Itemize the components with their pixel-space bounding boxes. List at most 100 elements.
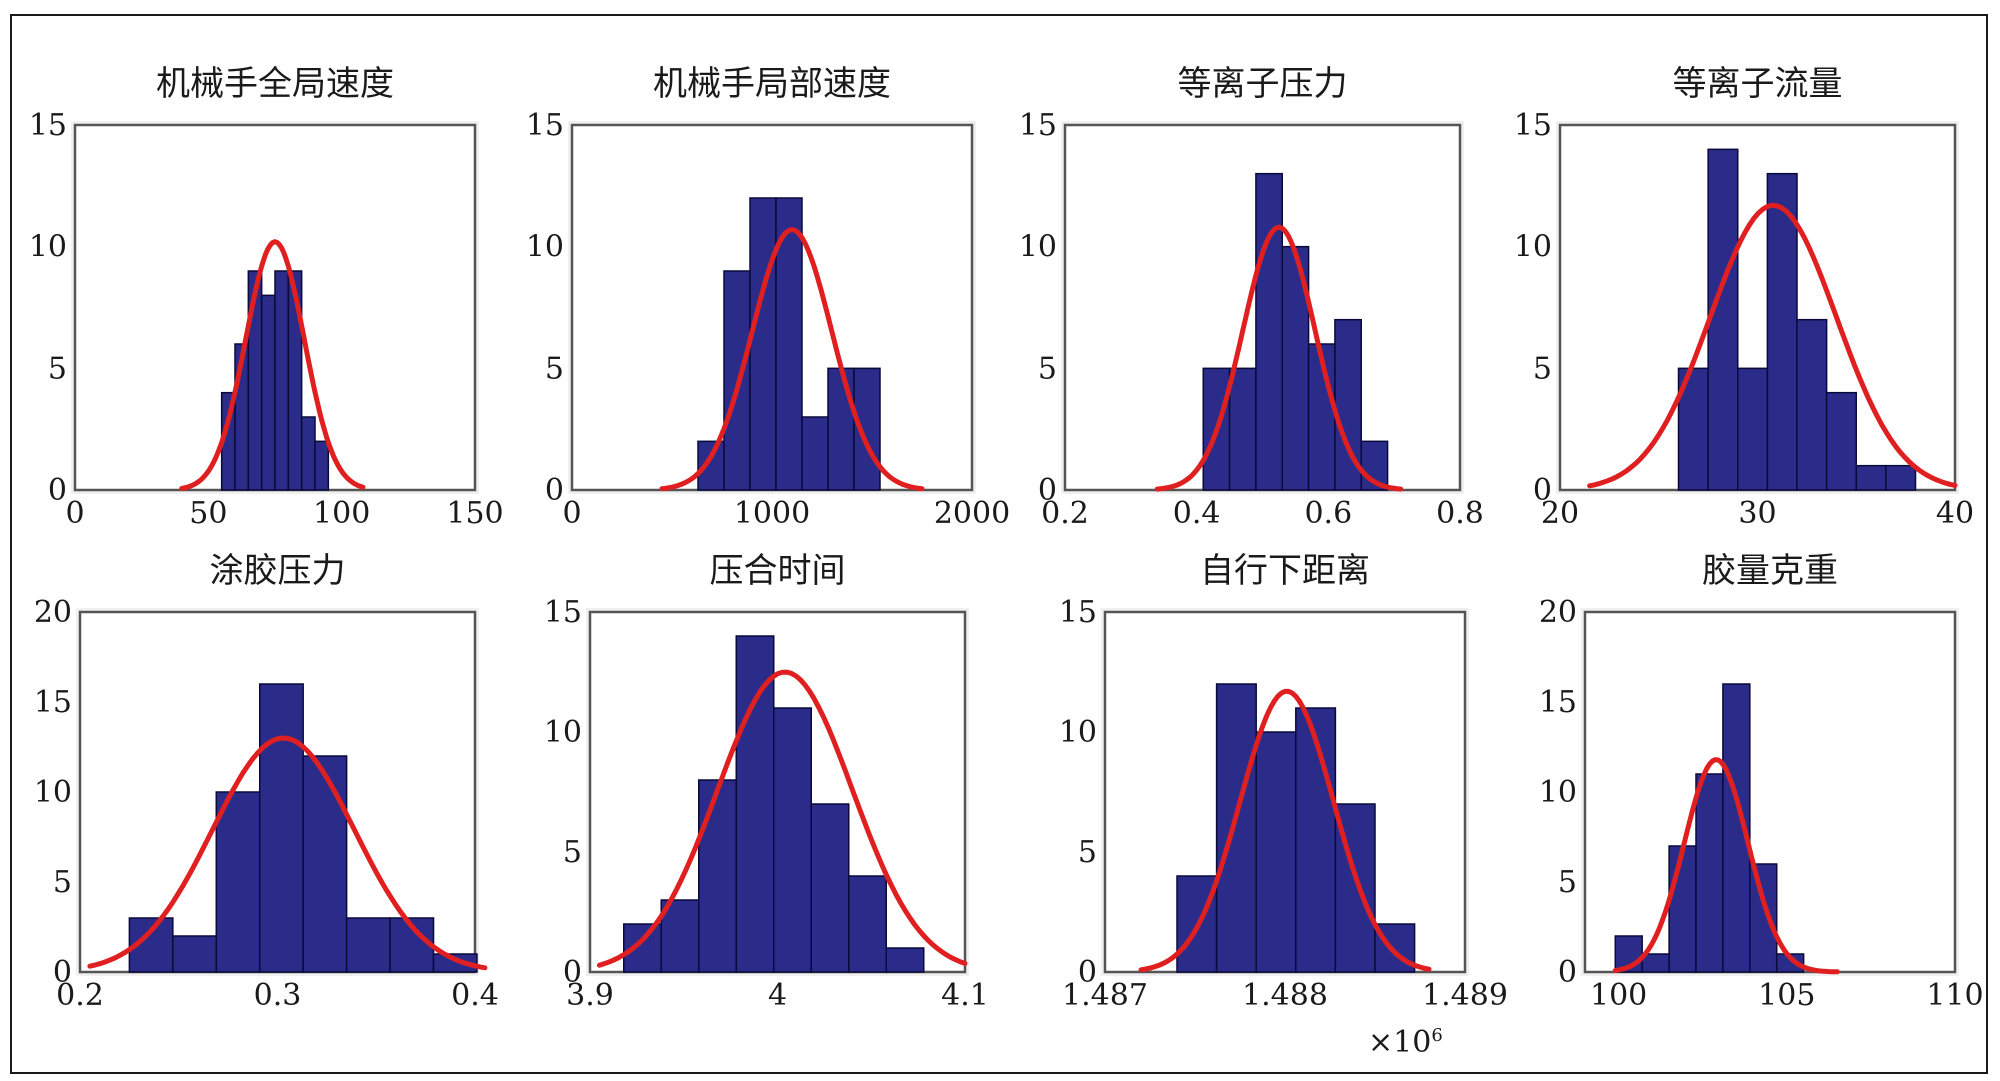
histogram-bar (775, 197, 803, 491)
x-tick-label: 0.3 (254, 978, 302, 1013)
histogram-bar (432, 953, 478, 973)
y-tick-label: 15 (1539, 685, 1577, 720)
y-tick-label: 15 (29, 108, 67, 143)
x-multiplier-label: ×106 (1368, 1025, 1443, 1060)
panel-title: 涂胶压力 (210, 551, 346, 591)
y-tick-label: 15 (1019, 108, 1057, 143)
y-tick-label: 5 (563, 835, 582, 870)
y-tick-label: 10 (544, 715, 582, 750)
panel-title: 等离子流量 (1673, 64, 1843, 104)
panel-title: 机械手局部速度 (653, 64, 891, 104)
y-tick-label: 10 (526, 230, 564, 265)
y-tick-label: 10 (29, 230, 67, 265)
x-tick-label: 0 (65, 496, 84, 531)
normal-fit-curve (659, 227, 925, 492)
histogram-bar (1641, 953, 1670, 973)
y-tick-label: 0 (1078, 955, 1097, 990)
x-tick-label: 20 (1541, 496, 1579, 531)
normal-fit-curve (1138, 688, 1432, 973)
x-tick-label: 0.8 (1436, 496, 1484, 531)
x-tick-label: 1.488 (1242, 978, 1328, 1013)
histogram-bar (1695, 773, 1724, 973)
histogram-bar (773, 707, 812, 973)
normal-fit-curve (1612, 757, 1840, 975)
normal-fit-curve (179, 239, 366, 491)
figure-frame (10, 14, 1988, 1074)
y-tick-label: 10 (1059, 715, 1097, 750)
histogram-bar (258, 683, 304, 973)
histogram-bar (1737, 367, 1769, 491)
x-tick-label: 105 (1758, 978, 1815, 1013)
y-tick-label: 0 (563, 955, 582, 990)
x-tick-label: 100 (313, 496, 370, 531)
y-tick-label: 5 (48, 351, 67, 386)
panel-title: 机械手全局速度 (156, 64, 394, 104)
x-tick-label: 0.2 (56, 978, 104, 1013)
y-tick-label: 5 (1533, 351, 1552, 386)
histogram-bar (314, 440, 330, 491)
histogram-bar (697, 440, 725, 491)
panel-title: 等离子压力 (1178, 64, 1348, 104)
x-tick-label: 3.9 (566, 978, 614, 1013)
normal-fit-curve (1587, 202, 1958, 489)
normal-fit-curve (1154, 224, 1404, 492)
y-tick-label: 15 (1514, 108, 1552, 143)
histogram-bar (660, 899, 700, 973)
x-tick-label: 1.489 (1422, 978, 1508, 1013)
histogram-bar (302, 755, 348, 973)
x-tick-label: 2000 (934, 496, 1010, 531)
y-tick-label: 15 (526, 108, 564, 143)
histogram-bar (1215, 683, 1257, 973)
y-tick-label: 10 (1019, 230, 1057, 265)
x-tick-label: 0.4 (1173, 496, 1221, 531)
histogram-bar (1255, 731, 1297, 973)
x-tick-label: 1.487 (1062, 978, 1148, 1013)
y-tick-label: 5 (1558, 865, 1577, 900)
histogram-bar (801, 416, 829, 491)
histogram-bar (885, 947, 925, 973)
histogram-bar (1668, 845, 1697, 973)
x-tick-label: 4 (768, 978, 787, 1013)
y-tick-label: 5 (1078, 835, 1097, 870)
y-tick-label: 5 (53, 865, 72, 900)
x-tick-label: 110 (1926, 978, 1983, 1013)
histogram-bar (698, 779, 737, 973)
x-tick-label: 0.2 (1041, 496, 1089, 531)
normal-fit-curve (87, 735, 488, 971)
x-tick-label: 4.1 (941, 978, 989, 1013)
normal-fit-curve (596, 669, 968, 968)
histogram-bar (1749, 863, 1778, 973)
histogram-bar (1796, 318, 1828, 491)
y-tick-label: 10 (1514, 230, 1552, 265)
x-tick-label: 1000 (734, 496, 810, 531)
y-tick-label: 0 (53, 955, 72, 990)
histogram-bar (287, 270, 303, 491)
x-tick-label: 100 (1590, 978, 1647, 1013)
y-tick-label: 20 (1539, 595, 1577, 630)
y-tick-label: 0 (1038, 473, 1057, 508)
x-tick-label: 50 (189, 496, 227, 531)
histogram-bar (848, 875, 887, 973)
histogram-bar (810, 803, 850, 973)
y-tick-label: 0 (1533, 473, 1552, 508)
histogram-bar (1825, 391, 1857, 491)
histogram-bar (345, 917, 391, 973)
y-tick-label: 15 (34, 685, 72, 720)
histogram-bar (1707, 148, 1739, 491)
histogram-bar (1228, 367, 1257, 491)
x-tick-label: 30 (1738, 496, 1776, 531)
y-tick-label: 5 (545, 351, 564, 386)
y-tick-label: 10 (34, 775, 72, 810)
histogram-bar (827, 367, 855, 491)
histogram-bar (1885, 464, 1917, 491)
y-tick-label: 0 (545, 473, 564, 508)
y-tick-label: 15 (544, 595, 582, 630)
